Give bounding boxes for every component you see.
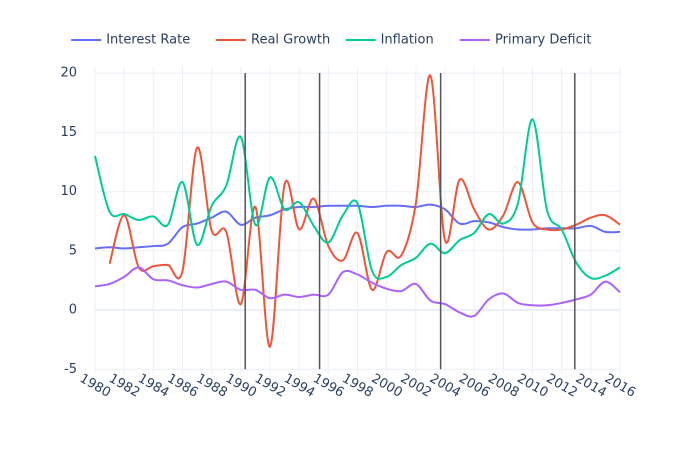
line: [108, 74, 621, 348]
y-tick-label: 0: [69, 303, 77, 318]
legend-label: Interest Rate: [106, 33, 190, 48]
x-tick-label: 2008: [485, 371, 521, 401]
x-tick-label: 1980: [77, 371, 113, 401]
legend-label: Inflation: [381, 33, 434, 48]
y-tick-label: 5: [69, 243, 77, 258]
y-tick-label: 15: [60, 125, 77, 140]
y-tick-label: -5: [64, 362, 77, 377]
legend-label: Primary Deficit: [495, 33, 591, 48]
x-tick-label: 1990: [223, 371, 259, 401]
x-tick-label: 2014: [573, 371, 609, 401]
x-tick-label: 2004: [427, 371, 463, 401]
x-tick-label: 1988: [194, 371, 230, 401]
x-tick-label: 2000: [369, 371, 405, 401]
x-tick-label: 1986: [164, 371, 200, 401]
legend-label: Real Growth: [251, 33, 330, 48]
x-tick-label: 2010: [514, 371, 550, 401]
x-tick-label: 2016: [602, 371, 638, 401]
x-tick-label: 1996: [310, 371, 346, 401]
x-tick-label: 1998: [339, 371, 375, 401]
x-tick-label: 2002: [398, 371, 434, 401]
x-tick-label: 1992: [252, 371, 288, 401]
x-tick-label: 1982: [106, 371, 142, 401]
y-tick-label: 10: [60, 184, 77, 199]
x-tick-label: 1984: [135, 371, 171, 401]
line: [94, 266, 621, 318]
x-tick-label: 1994: [281, 371, 317, 401]
y-tick-label: 20: [60, 66, 77, 81]
line: [94, 118, 621, 280]
x-tick-label: 2006: [456, 371, 492, 401]
x-tick-label: 2012: [544, 371, 580, 401]
